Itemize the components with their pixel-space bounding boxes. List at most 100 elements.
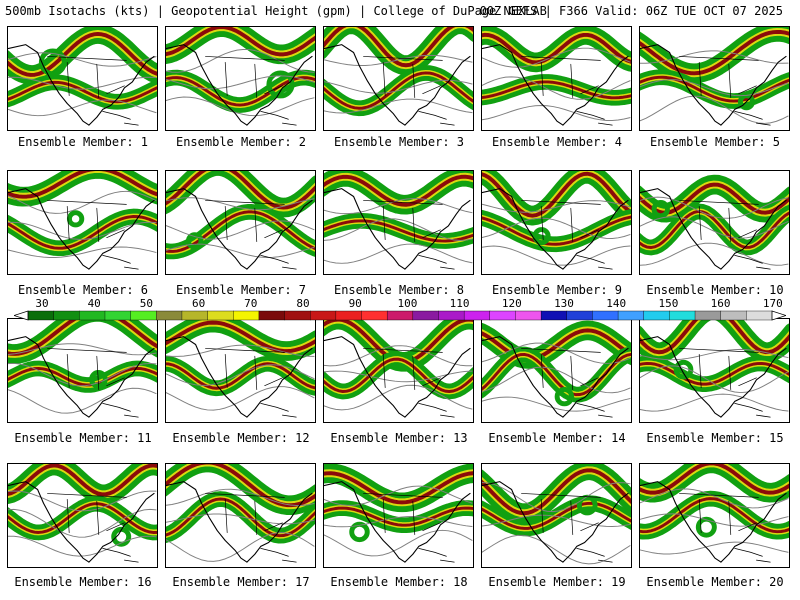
coastline [562, 347, 629, 418]
coastline [482, 336, 564, 418]
state-borders [679, 56, 759, 98]
ensemble-map [166, 319, 315, 418]
state-borders [205, 348, 285, 390]
colorbar-tick-label: 140 [606, 297, 627, 310]
height-contour [166, 197, 315, 211]
caribbean-islands [734, 547, 771, 563]
height-contour [324, 243, 473, 264]
height-contour [8, 508, 157, 538]
ensemble-map [324, 27, 473, 126]
caribbean-islands [260, 547, 297, 563]
height-contour [166, 243, 315, 259]
height-contour [166, 48, 315, 73]
ensemble-map-panel [7, 463, 158, 568]
height-contour [640, 488, 789, 509]
colorbar-swatch [27, 310, 55, 321]
ensemble-member-label: Ensemble Member: 11 [14, 431, 152, 445]
coastline [166, 44, 248, 126]
colorbar-swatch [335, 310, 363, 321]
ensemble-map [166, 27, 315, 126]
ensemble-member-label: Ensemble Member: 1 [17, 135, 149, 149]
height-contour [8, 52, 157, 67]
caribbean-islands [102, 254, 139, 270]
coastline [720, 55, 787, 126]
caribbean-islands [734, 402, 771, 418]
state-borders [47, 348, 127, 390]
colorbar-tick-label: 160 [710, 297, 731, 310]
state-borders [205, 493, 285, 535]
jet-core [8, 366, 157, 387]
jet-core [324, 174, 473, 207]
caribbean-islands [102, 402, 139, 418]
coastline [8, 44, 90, 126]
coastline [166, 188, 248, 270]
ensemble-member-label: Ensemble Member: 3 [333, 135, 465, 149]
caribbean-islands [418, 547, 455, 563]
closed-low [349, 521, 370, 543]
colorbar-swatch [79, 310, 106, 321]
caribbean-islands [576, 110, 613, 126]
height-contour [166, 220, 315, 240]
coastline [404, 55, 471, 126]
colorbar-swatch [592, 310, 619, 321]
coastline [482, 44, 564, 126]
colorbar-tick-label: 80 [296, 297, 310, 310]
height-contour [8, 343, 157, 356]
coastline [562, 492, 629, 563]
ensemble-map [640, 174, 789, 270]
closed-low [554, 386, 575, 407]
ensemble-member-label: Ensemble Member: 14 [488, 431, 626, 445]
colorbar-swatch [463, 310, 491, 321]
closed-low [66, 210, 85, 228]
ensemble-map-panel [165, 463, 316, 568]
coastline [88, 199, 155, 270]
coastline [8, 188, 90, 270]
ensemble-member-label: Ensemble Member: 8 [333, 283, 465, 297]
ensemble-map-panel [639, 463, 790, 568]
colorbar-tick-label: 100 [397, 297, 418, 310]
height-contour [482, 104, 631, 121]
coastline [640, 336, 722, 418]
ensemble-map [8, 171, 157, 270]
jet-core [482, 80, 631, 100]
caribbean-islands [102, 110, 139, 126]
ensemble-member-label: Ensemble Member: 5 [649, 135, 781, 149]
colorbar-arrow-left [14, 310, 29, 321]
colorbar-tick-label: 150 [658, 297, 679, 310]
isotach-band [324, 351, 473, 400]
closed-low [695, 516, 717, 538]
ensemble-map [166, 171, 315, 270]
colorbar-swatch [566, 310, 593, 321]
jet-core [482, 32, 631, 65]
height-contour [482, 217, 631, 239]
coastline [720, 492, 787, 563]
coastline [246, 199, 313, 270]
state-borders [679, 200, 759, 242]
colorbar-tick-label: 170 [762, 297, 783, 310]
height-contour [8, 190, 157, 214]
ensemble-map [482, 27, 631, 126]
jet-core [8, 502, 157, 534]
height-contour [166, 386, 315, 411]
coastline [404, 347, 471, 418]
colorbar-tick-label: 50 [139, 297, 154, 310]
colorbar-tick-label: 70 [244, 297, 258, 310]
colorbar-tick-label: 120 [501, 297, 522, 310]
state-borders [47, 200, 127, 242]
height-contour [482, 514, 631, 527]
coastline [562, 55, 629, 126]
height-contour [324, 529, 473, 557]
colorbar-swatch [617, 310, 645, 321]
coastline [404, 492, 471, 563]
ensemble-map-panel [481, 318, 632, 423]
caribbean-islands [418, 402, 455, 418]
coastline [324, 44, 406, 126]
colorbar-swatch [386, 310, 414, 321]
caribbean-islands [576, 254, 613, 270]
height-contour [482, 76, 631, 100]
coastline [246, 347, 313, 418]
caribbean-islands [260, 402, 297, 418]
colorbar-swatch [104, 310, 132, 321]
ensemble-map-panel [639, 170, 790, 275]
colorbar-swatch [284, 310, 311, 321]
